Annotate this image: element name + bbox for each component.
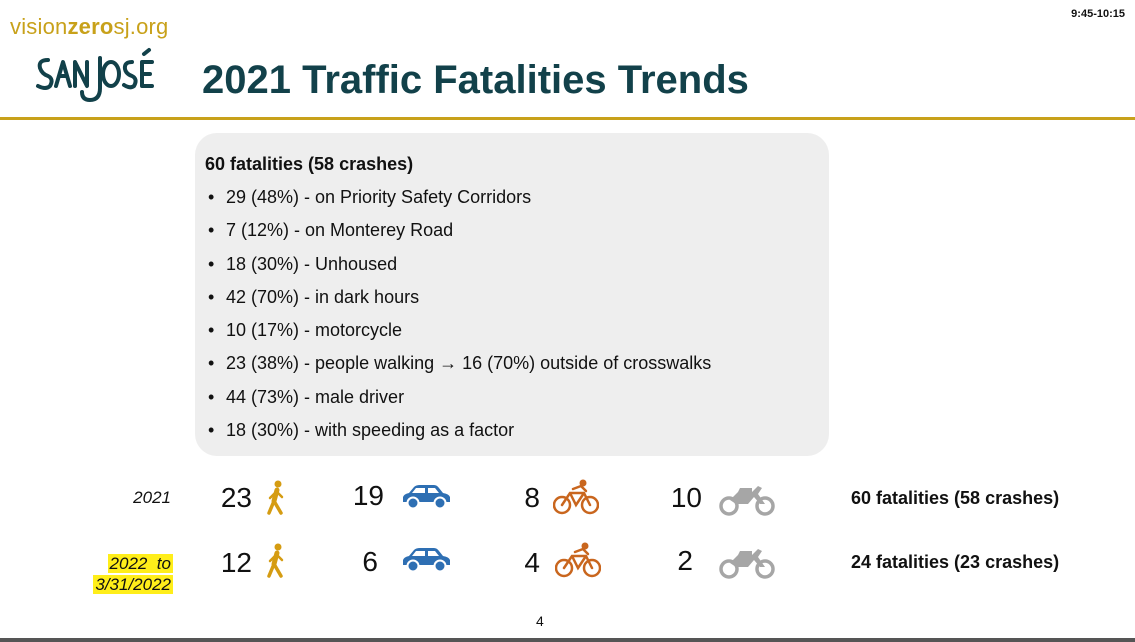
list-item: • 29 (48%) - on Priority Safety Corridors: [208, 187, 532, 207]
bicycle-count: 8: [524, 482, 540, 513]
list-item: • 23 (38%) - people walking → 16 (70%) ou…: [208, 353, 712, 374]
row-label-2022: 2022 to 3/31/2022: [93, 553, 173, 595]
row-total: 24 fatalities (23 crashes): [851, 552, 1060, 572]
summary-heading: 60 fatalities (58 crashes): [205, 154, 414, 174]
car-icon: [403, 548, 450, 573]
pedestrian-count: 23: [220, 482, 252, 513]
row-label-line1: 2022 to: [107, 554, 173, 573]
row-label-line2: 3/31/2022: [93, 575, 173, 594]
car-count: 19: [352, 480, 384, 511]
bicycle-icon: [555, 542, 601, 578]
list-item: • 18 (30%) - with speeding as a factor: [208, 420, 515, 441]
summary-list: • 29 (48%) - on Priority Safety Corridors…: [208, 186, 711, 452]
brand-url: visionzerosj.org: [10, 14, 169, 39]
motorcycle-count: 10: [670, 482, 702, 513]
pedestrian-icon: [267, 543, 284, 578]
car-icon: [403, 485, 450, 510]
list-item: • 18 (30%) - Unhoused: [208, 253, 398, 274]
motorcycle-count: 2: [677, 545, 693, 576]
car-count: 6: [362, 546, 378, 577]
pedestrian-count: 12: [220, 547, 252, 578]
page-title: 2021 Traffic Fatalities Trends: [202, 58, 749, 102]
title-divider: [0, 117, 1135, 120]
motorcycle-icon: [719, 486, 775, 516]
page-number: 4: [536, 613, 544, 629]
bicycle-icon: [553, 479, 599, 515]
bicycle-count: 4: [524, 547, 540, 578]
row-total: 60 fatalities (58 crashes): [851, 488, 1060, 508]
row-label-2021: 2021: [133, 488, 171, 507]
list-item: • 42 (70%) - in dark hours: [208, 286, 420, 307]
pedestrian-icon: [267, 480, 284, 515]
session-time: 9:45-10:15: [1071, 8, 1125, 20]
san-jose-logo: [36, 48, 154, 102]
motorcycle-icon: [719, 549, 775, 579]
list-item: • 7 (12%) - on Monterey Road: [208, 220, 454, 241]
list-item: • 44 (73%) - male driver: [208, 386, 405, 407]
bottom-bar: [0, 638, 1135, 642]
summary-panel: [195, 133, 829, 456]
list-item: • 10 (17%) - motorcycle: [208, 320, 403, 341]
